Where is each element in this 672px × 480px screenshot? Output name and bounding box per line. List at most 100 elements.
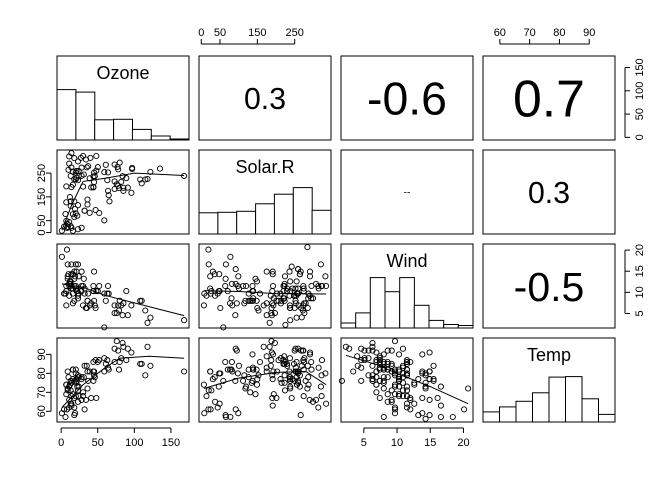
tick-label: 250 <box>36 164 48 182</box>
histogram-bar-temp <box>565 376 583 423</box>
smoother-line <box>345 354 469 405</box>
scatter-point <box>64 223 71 230</box>
scatter-point <box>306 349 314 356</box>
scatter-point <box>80 302 87 309</box>
tick-label: 60 <box>494 27 506 39</box>
scatter-point <box>358 364 365 371</box>
scatter-point <box>232 312 239 319</box>
scatter-point <box>437 383 444 390</box>
scatter-point <box>358 377 365 384</box>
scatter-point <box>209 376 216 383</box>
scatter-point <box>224 366 231 373</box>
scatter-point <box>78 164 85 171</box>
smoother-line <box>61 172 185 231</box>
panel-frame-wind-temp <box>482 243 616 329</box>
scatter-point <box>295 377 302 384</box>
scatter-point <box>66 194 73 201</box>
scatter-point <box>91 297 98 304</box>
scatter-point <box>211 271 218 278</box>
scatter-point <box>243 383 250 390</box>
tick-label: 90 <box>583 27 595 39</box>
scatter-point <box>128 302 135 309</box>
scatter-point <box>388 347 395 354</box>
scatter-point <box>214 404 221 411</box>
scatter-point <box>74 261 82 268</box>
scatter-point <box>373 349 380 356</box>
scatter-point <box>78 224 85 231</box>
scatter-point <box>304 244 311 251</box>
scatter-point <box>72 393 79 400</box>
scatter-point <box>274 368 281 375</box>
scatter-point <box>78 374 85 381</box>
scatter-point <box>388 396 395 403</box>
scatter-point <box>91 173 98 180</box>
scatter-point <box>101 324 108 331</box>
histogram-bar-solarr <box>198 212 219 235</box>
scatter-point <box>315 404 322 411</box>
scatter-point <box>281 273 289 280</box>
scatter-point <box>449 413 456 421</box>
scatter-point <box>293 374 300 381</box>
scatter-point <box>395 383 403 390</box>
scatter-point <box>380 351 387 358</box>
scatter-point <box>269 402 276 409</box>
scatter-point <box>369 343 376 350</box>
scatter-point <box>437 402 444 409</box>
scatter-point <box>75 290 82 297</box>
scatter-point <box>78 376 85 383</box>
scatter-point <box>403 387 411 394</box>
variable-name-temp: Temp <box>527 345 571 365</box>
scatter-point <box>376 357 383 364</box>
scatter-point <box>235 273 242 280</box>
scatter-point <box>253 381 261 388</box>
scatter-point <box>92 304 99 312</box>
panel-frame-ozone-wind <box>340 55 474 141</box>
scatter-point <box>388 368 395 375</box>
tick-label: 0 <box>198 27 204 39</box>
scatter-point <box>388 387 395 394</box>
scatter-point <box>69 366 76 373</box>
scatter-point <box>102 161 109 168</box>
scatter-point <box>144 175 151 183</box>
histogram-bar-solarr <box>311 209 332 235</box>
scatter-point <box>391 410 399 417</box>
scatter-point <box>232 406 239 413</box>
panel-frame-temp-solarr <box>198 337 332 423</box>
scatter-point <box>207 406 214 413</box>
scatter-point <box>104 357 111 364</box>
correlation-label: -0.5 <box>514 264 585 310</box>
scatter-point <box>269 376 276 383</box>
scatter-point <box>306 273 314 280</box>
scatter-point <box>111 345 118 352</box>
scatter-point <box>376 355 383 362</box>
scatter-point <box>92 357 99 364</box>
scatter-point <box>147 314 154 321</box>
panel-frame-solarr-temp <box>482 149 616 235</box>
tick-label: 150 <box>248 27 266 39</box>
scatter-point <box>92 206 99 214</box>
scatter-point <box>295 370 302 377</box>
scatter-point <box>120 187 127 194</box>
scatter-point <box>142 372 149 379</box>
scatter-point <box>391 383 399 390</box>
scatter-point <box>286 292 293 299</box>
correlation-label: -0.6 <box>367 73 447 125</box>
histogram-bar-solarr <box>292 187 313 235</box>
scatter-point <box>255 307 262 314</box>
histogram-bar-solarr <box>273 193 294 235</box>
scatter-point <box>287 385 294 392</box>
scatter-point <box>123 175 130 182</box>
scatter-point <box>102 297 109 304</box>
scatter-point <box>216 400 223 407</box>
scatter-point <box>234 370 241 377</box>
scatter-point <box>373 389 380 396</box>
tick-label: 20 <box>457 437 469 449</box>
scatter-point <box>74 226 82 233</box>
histogram-bar-ozone <box>131 128 152 141</box>
scatter-point <box>437 413 444 421</box>
scatter-point <box>233 300 240 307</box>
scatter-point <box>430 362 437 369</box>
smoother-line <box>203 290 327 295</box>
scatter-point <box>241 300 248 307</box>
scatter-point <box>422 383 429 390</box>
